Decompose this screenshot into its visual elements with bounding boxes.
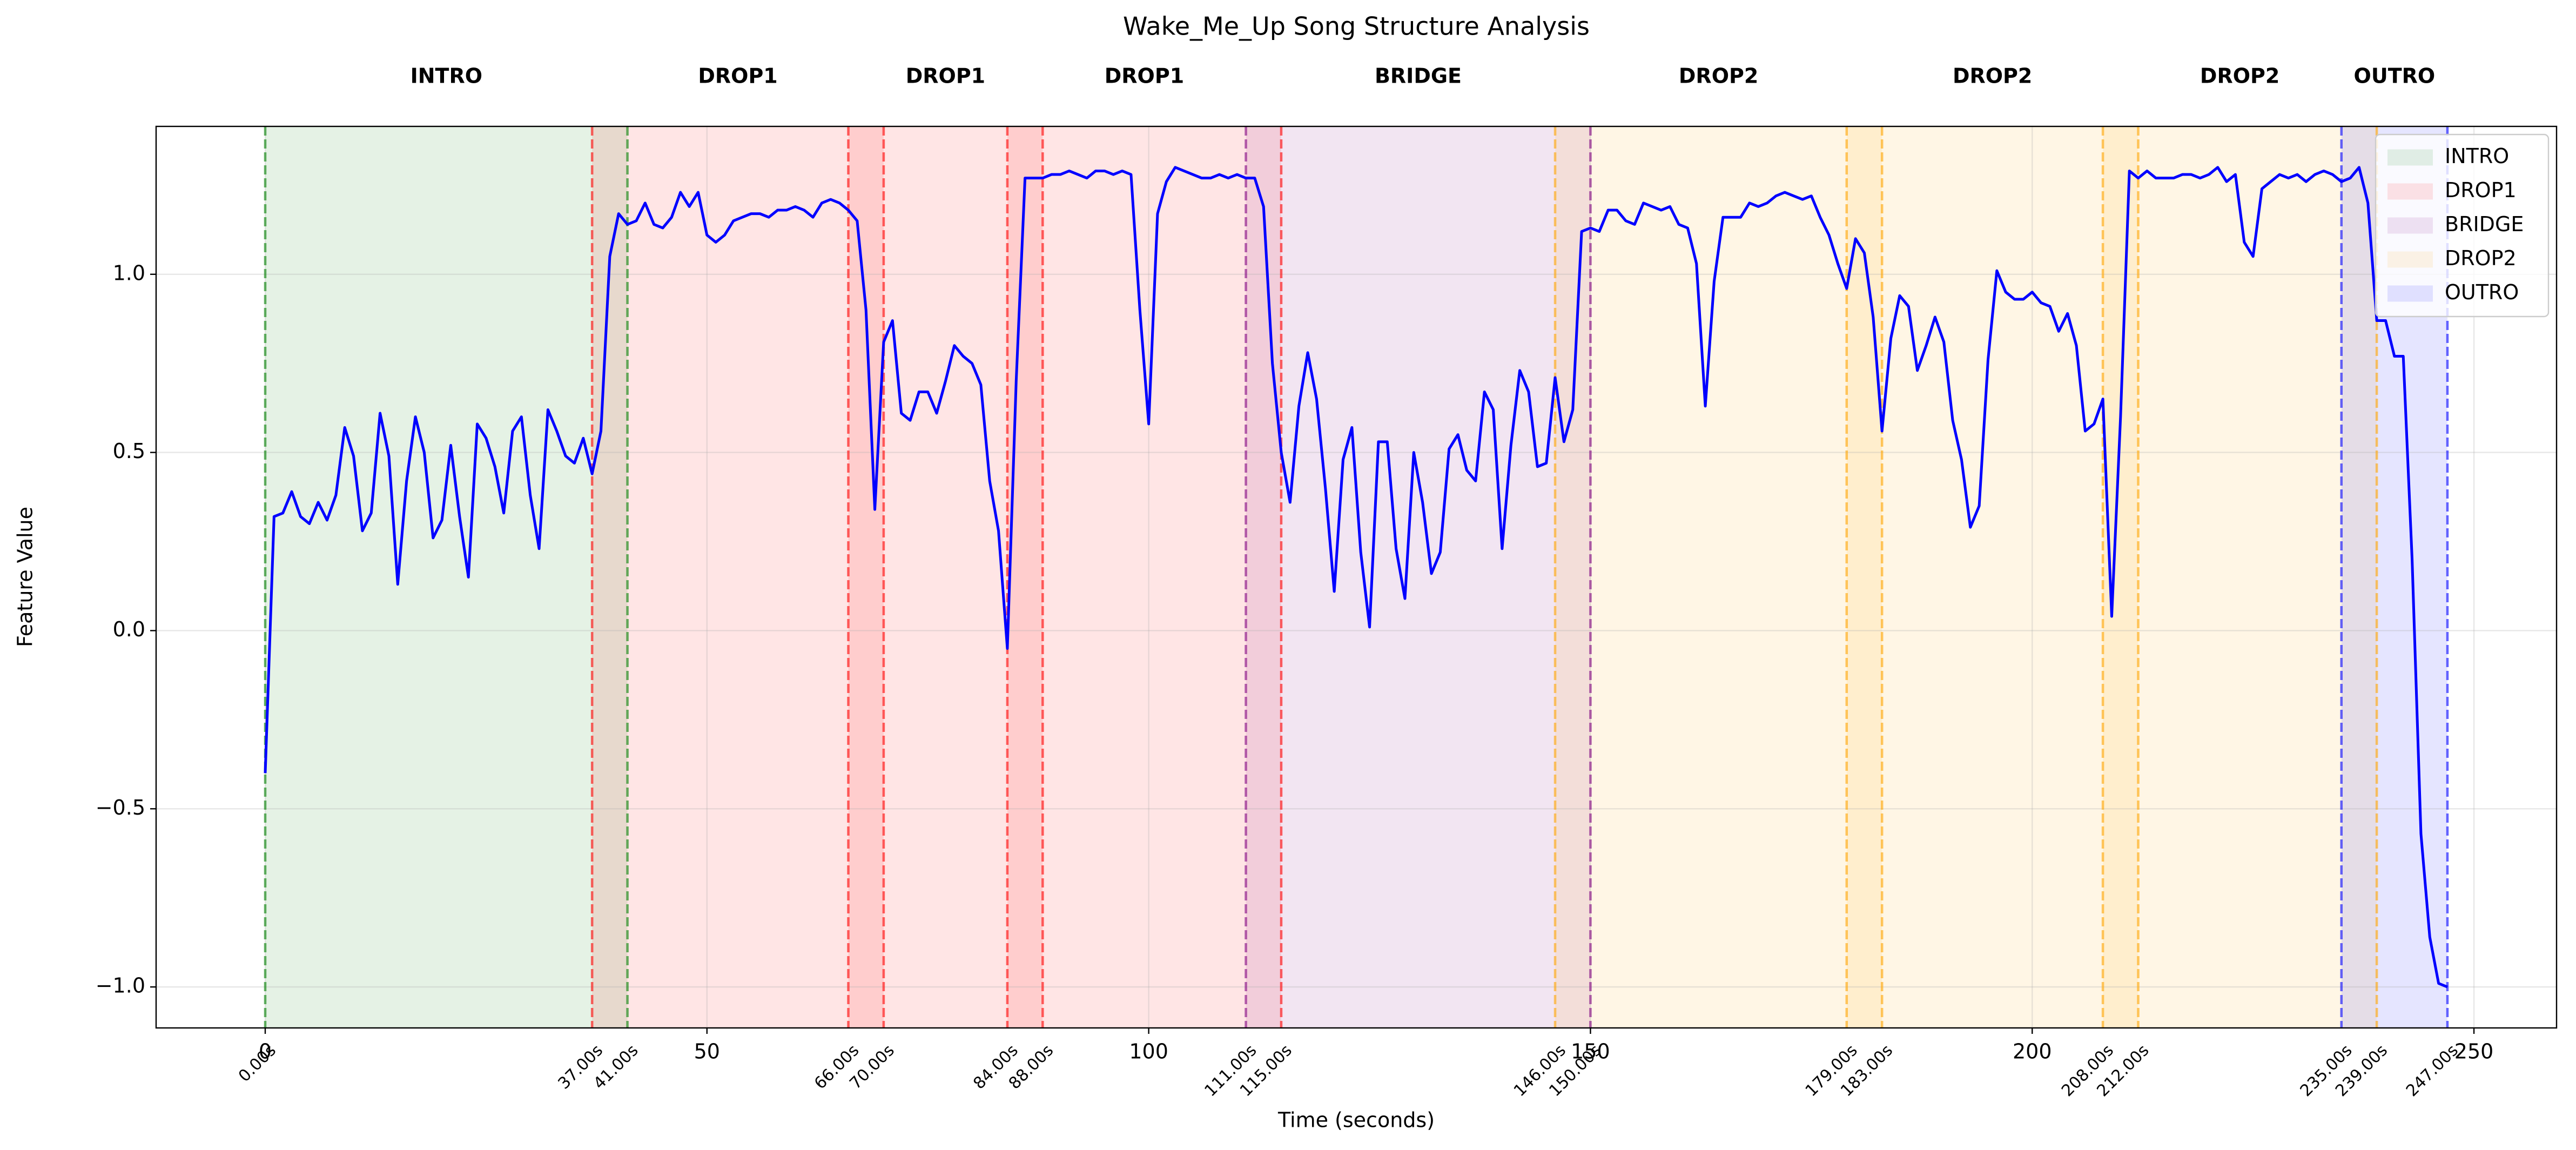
y-tick-label: 0.0: [113, 617, 145, 641]
x-tick-label: 50: [694, 1040, 720, 1064]
legend-swatch: [2387, 149, 2433, 166]
x-tick-label: 100: [1129, 1040, 1168, 1064]
legend-label: DROP2: [2445, 246, 2517, 270]
legend-label: BRIDGE: [2445, 212, 2524, 236]
section-band: [1846, 126, 2138, 1028]
legend-box: [2375, 133, 2550, 318]
x-tick-label: 250: [2454, 1040, 2494, 1064]
section-label: OUTRO: [2354, 64, 2436, 88]
section-band: [265, 126, 628, 1028]
section-band: [2103, 126, 2377, 1028]
y-tick-label: −0.5: [96, 796, 145, 819]
legend-label: OUTRO: [2445, 280, 2519, 304]
section-label: DROP2: [1953, 64, 2032, 88]
y-axis-label: Feature Value: [14, 507, 37, 647]
section-label: INTRO: [411, 64, 482, 88]
feature-line: [264, 166, 2448, 988]
section-band: [1555, 126, 1882, 1028]
x-tick-label: 200: [2013, 1040, 2052, 1064]
section-label: DROP1: [1105, 64, 1184, 88]
legend-swatch: [2387, 251, 2433, 268]
boundary-label: 0.00s: [235, 1041, 280, 1086]
section-label: DROP2: [1679, 64, 1758, 88]
boundary-label: 247.00s: [2403, 1041, 2462, 1100]
x-tick-label: 0: [259, 1040, 272, 1064]
legend-label: INTRO: [2445, 144, 2509, 168]
section-label: BRIDGE: [1375, 64, 1462, 88]
legend-label: DROP1: [2445, 178, 2517, 202]
axes-frame: [155, 125, 2558, 1029]
section-band: [1246, 126, 1591, 1028]
section-label: DROP1: [906, 64, 985, 88]
plot-area: [156, 126, 2557, 1028]
legend-swatch: [2387, 285, 2433, 302]
section-band: [592, 126, 884, 1028]
chart-title: Wake_Me_Up Song Structure Analysis: [1123, 12, 1590, 41]
legend-swatch: [2387, 217, 2433, 234]
legend-swatch: [2387, 183, 2433, 200]
y-tick-label: 1.0: [113, 261, 145, 285]
x-tick-label: 150: [1571, 1040, 1610, 1064]
section-label: DROP2: [2200, 64, 2279, 88]
y-tick-label: −1.0: [96, 974, 145, 998]
section-label: DROP1: [698, 64, 777, 88]
x-axis-label: Time (seconds): [1277, 1108, 1435, 1132]
section-band: [1007, 126, 1281, 1028]
y-tick-label: 0.5: [113, 439, 145, 463]
